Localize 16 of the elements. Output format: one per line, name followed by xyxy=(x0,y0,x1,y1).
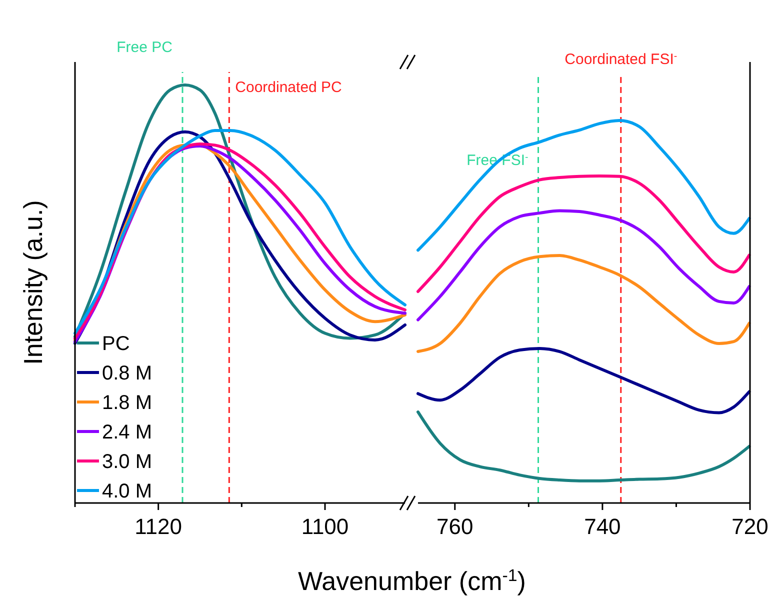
x-tick-label: 740 xyxy=(584,514,621,539)
legend-label: PC xyxy=(102,333,130,355)
ref-line-label: Coordinated FSI$^{-}$ xyxy=(564,50,678,68)
x-tick-label: 1120 xyxy=(134,514,182,539)
legend-label: 4.0 M xyxy=(102,480,152,502)
y-axis-title: Intensity (a.u.) xyxy=(18,200,48,365)
legend-label: 3.0 M xyxy=(102,451,152,473)
ref-line-label: Coordinated PC xyxy=(235,79,342,96)
legend-label: 2.4 M xyxy=(102,422,152,444)
x-tick-label: 720 xyxy=(732,514,768,539)
x-axis-title: Wavenumber (cm$^{-1}$) xyxy=(298,566,526,596)
x-tick-label: 1100 xyxy=(301,514,349,539)
ref-line-label: Free PC xyxy=(116,39,173,56)
x-tick-label: 760 xyxy=(436,514,474,539)
legend-label: 0.8 M xyxy=(102,362,152,384)
legend-label: 1.8 M xyxy=(102,392,152,414)
